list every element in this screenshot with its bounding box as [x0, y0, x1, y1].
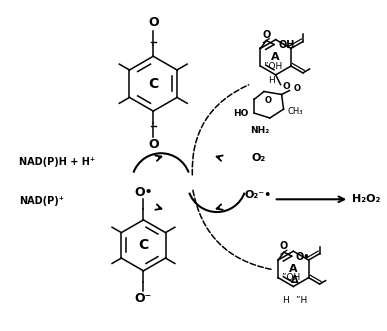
- Text: O: O: [148, 138, 159, 151]
- Text: HO: HO: [233, 109, 248, 118]
- Text: O•: O•: [296, 252, 310, 262]
- Text: O: O: [293, 84, 300, 93]
- Text: H: H: [269, 76, 275, 85]
- Text: O: O: [280, 241, 288, 251]
- Text: O•: O•: [134, 186, 153, 199]
- Text: O: O: [262, 30, 271, 40]
- Text: NH₂: NH₂: [250, 126, 270, 135]
- Text: O₂: O₂: [251, 153, 265, 163]
- Text: A: A: [289, 264, 298, 274]
- FancyArrowPatch shape: [193, 190, 271, 269]
- Text: O: O: [148, 17, 159, 29]
- Text: NAD(P)⁺: NAD(P)⁺: [19, 196, 64, 206]
- Text: ’’OH: ’’OH: [264, 62, 283, 71]
- Text: O⁻: O⁻: [135, 292, 152, 305]
- Text: O₂⁻•: O₂⁻•: [244, 190, 272, 200]
- Text: H: H: [282, 296, 289, 305]
- Text: C: C: [138, 238, 149, 252]
- Text: Δ: Δ: [291, 275, 299, 285]
- Text: O: O: [283, 82, 290, 91]
- Text: NAD(P)H + H⁺: NAD(P)H + H⁺: [19, 157, 95, 167]
- Text: CH₃: CH₃: [288, 107, 303, 116]
- Text: ’’OH: ’’OH: [281, 273, 300, 282]
- Text: C: C: [148, 77, 158, 91]
- Text: ’’H: ’’H: [295, 296, 308, 305]
- Text: A: A: [271, 52, 280, 62]
- Text: H₂O₂: H₂O₂: [352, 194, 380, 204]
- Text: OH: OH: [278, 40, 295, 51]
- Text: O: O: [264, 96, 271, 105]
- FancyArrowPatch shape: [192, 85, 249, 175]
